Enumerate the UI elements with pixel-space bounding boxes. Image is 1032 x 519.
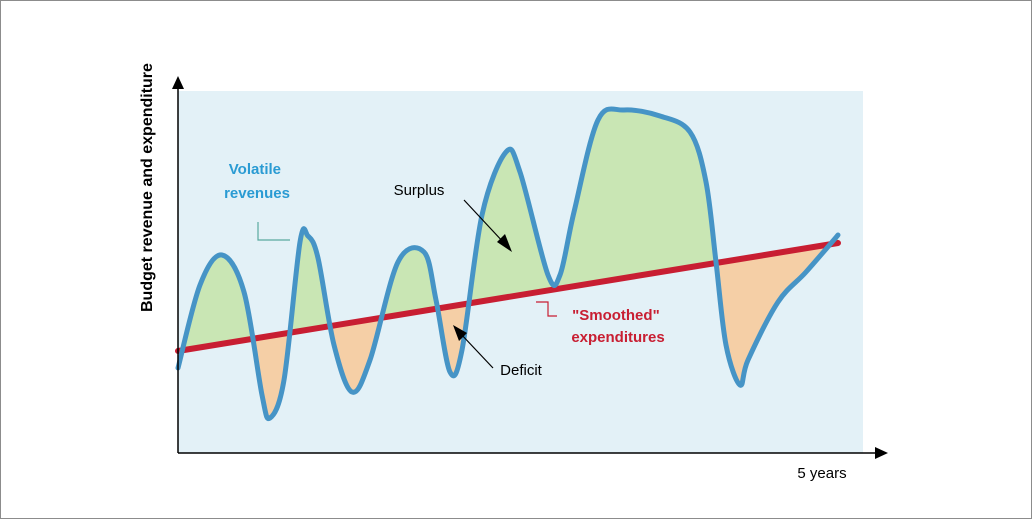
smoothed-expenditures-label-line-2: expenditures <box>571 329 664 346</box>
volatile-revenues-label-line-2: revenues <box>224 185 290 202</box>
volatile-revenues-label: Volatile revenues <box>224 161 290 202</box>
smoothed-expenditures-label-line-1: "Smoothed" <box>572 307 660 324</box>
y-axis-label: Budget revenue and expenditure <box>139 63 156 312</box>
x-axis-end-label: 5 years <box>797 465 846 482</box>
y-axis-arrowhead <box>172 76 184 89</box>
surplus-arrow <box>463 199 506 245</box>
surplus-label: Surplus <box>394 182 445 199</box>
surplus-arrowhead <box>497 234 512 252</box>
volatile-revenues-line <box>175 106 841 422</box>
x-axis-arrowhead <box>875 447 888 459</box>
smoothed-expenditures-leader <box>536 301 557 317</box>
y-axis-label-text: Budget revenue and expenditure <box>139 63 156 312</box>
deficit-arrow <box>459 332 494 369</box>
smoothed-expenditures-label: "Smoothed" expenditures <box>571 307 664 346</box>
deficit-label: Deficit <box>500 362 543 379</box>
volatile-revenues-leader <box>257 222 290 241</box>
deficit-arrowhead <box>453 325 467 341</box>
volatile-revenues-label-line-1: Volatile <box>229 161 281 178</box>
